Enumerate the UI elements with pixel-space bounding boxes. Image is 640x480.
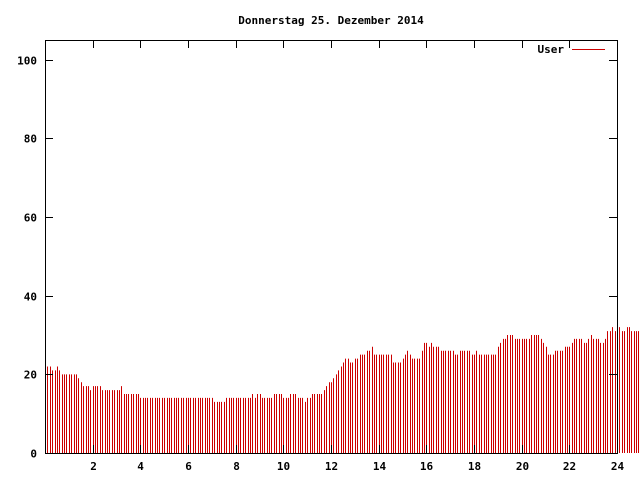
- x-tick-label: 24: [611, 460, 625, 473]
- x-tick-label: 2: [90, 460, 97, 473]
- y-tick-label: 100: [17, 55, 37, 68]
- y-tick-label: 60: [24, 212, 37, 225]
- y-tick-label: 80: [24, 133, 37, 146]
- x-tick-label: 14: [373, 460, 387, 473]
- x-tick-label: 18: [468, 460, 481, 473]
- y-tick-label: 20: [24, 369, 37, 382]
- x-tick-label: 6: [185, 460, 192, 473]
- x-tick-label: 22: [563, 460, 576, 473]
- y-tick-label: 0: [30, 448, 37, 461]
- x-tick-label: 8: [233, 460, 240, 473]
- x-tick-label: 10: [277, 460, 290, 473]
- chart-title: Donnerstag 25. Dezember 2014: [238, 14, 424, 27]
- legend: User: [538, 43, 605, 56]
- x-tick-label: 12: [325, 460, 338, 473]
- x-tick-label: 20: [516, 460, 529, 473]
- bars-group: [45, 327, 639, 453]
- x-tick-label: 4: [137, 460, 144, 473]
- y-tick-label: 40: [24, 291, 37, 304]
- legend-label: User: [538, 43, 565, 56]
- x-tick-label: 16: [420, 460, 434, 473]
